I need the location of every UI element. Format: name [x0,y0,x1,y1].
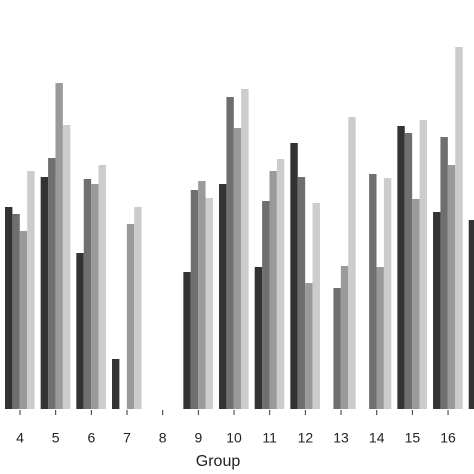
bar [419,120,427,409]
bar [98,165,106,409]
bar [233,128,242,409]
bar [397,126,405,409]
bar [112,359,120,409]
x-tick-label: 16 [440,430,456,446]
bar [305,283,313,409]
bar [312,203,320,409]
bar [5,207,13,409]
bar [226,97,234,409]
bar [468,220,474,409]
bar [262,201,270,409]
bar [290,143,298,409]
x-tick-label: 9 [194,430,202,446]
bar [126,224,135,409]
bar [269,171,277,409]
bar [76,253,84,409]
bar [91,184,99,409]
bar [455,47,463,409]
x-tick-label: 6 [87,430,95,446]
x-tick-label: 5 [52,430,60,446]
x-tick-label: 15 [405,430,421,446]
x-tick-label: 11 [262,430,277,446]
x-axis-title: Group [196,453,241,470]
bar [40,177,49,409]
bar [348,117,356,409]
bar [404,133,413,409]
x-tick-label: 14 [369,430,385,446]
bar [383,178,392,409]
bar [276,159,285,409]
x-tick-label: 8 [159,430,167,446]
x-tick-label: 7 [123,430,131,446]
bar [447,165,456,409]
bar [241,89,249,409]
bar [205,198,213,409]
bar [19,231,28,409]
x-tick-label: 12 [298,430,314,446]
bar [369,174,377,409]
bar [376,267,384,409]
bar [412,199,420,409]
bar [12,214,20,409]
x-tick-label: 10 [226,430,242,446]
bar [254,267,263,409]
bar [62,125,71,409]
bar [183,272,191,409]
bar [433,212,441,409]
bar [48,158,56,409]
bar [83,179,92,409]
bar [333,288,341,409]
bar [55,83,63,409]
bar [340,266,349,409]
bar [27,171,35,409]
bar [198,181,206,409]
bar [134,207,142,409]
bar [190,190,199,409]
x-tick-label: 4 [16,430,24,446]
bar [440,137,448,409]
bar [219,184,227,409]
bar [297,177,306,409]
x-tick-label: 13 [333,430,349,446]
